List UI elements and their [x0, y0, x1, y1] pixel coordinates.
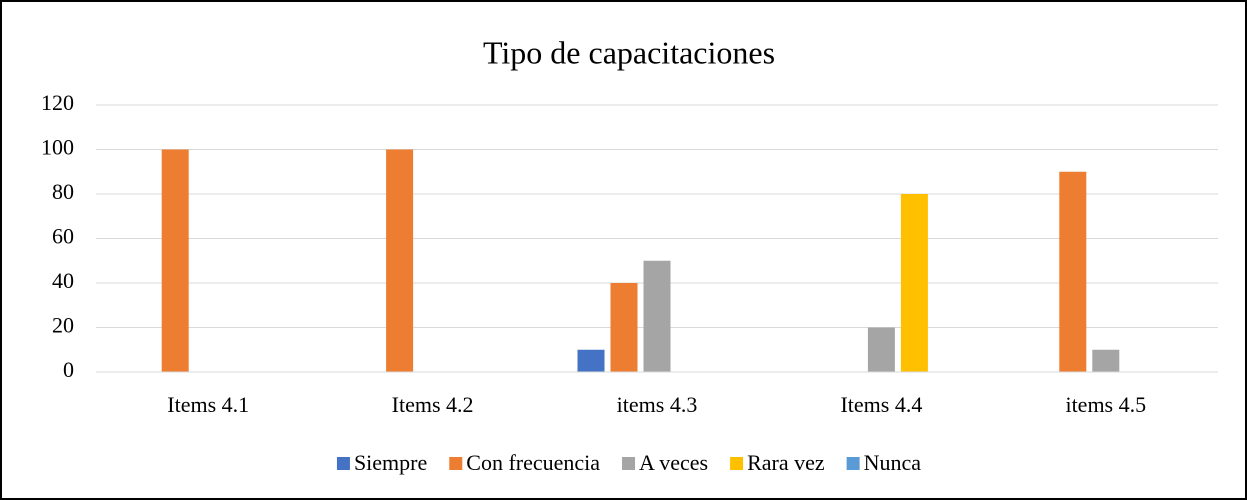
bar: [867, 327, 895, 372]
legend-label: Nunca: [864, 450, 922, 475]
y-tick-label: 20: [52, 313, 74, 338]
bar: [1059, 171, 1087, 372]
x-tick-label: Items 4.2: [392, 392, 474, 417]
bar: [577, 349, 605, 372]
y-tick-label: 120: [41, 90, 74, 115]
bar: [1092, 349, 1120, 372]
legend-label: A veces: [639, 450, 708, 475]
x-tick-label: items 4.5: [1065, 392, 1146, 417]
y-tick-label: 80: [52, 179, 74, 204]
legend-swatch: [846, 457, 860, 470]
chart-title: Tipo de capacitaciones: [483, 34, 775, 70]
x-tick-label: items 4.3: [617, 392, 698, 417]
bar: [386, 149, 414, 372]
x-tick-label: Items 4.1: [167, 392, 249, 417]
bar: [900, 194, 928, 372]
y-tick-label: 0: [63, 357, 74, 382]
legend-label: Con frecuencia: [466, 450, 600, 475]
bar: [610, 283, 638, 372]
y-tick-label: 60: [52, 224, 74, 249]
legend-swatch: [336, 457, 350, 470]
legend-swatch: [730, 457, 744, 470]
legend-swatch: [622, 457, 636, 470]
legend-label: Siempre: [354, 450, 427, 475]
bar: [643, 260, 671, 372]
y-tick-label: 100: [41, 135, 74, 160]
bar: [161, 149, 189, 372]
legend-swatch: [449, 457, 463, 470]
x-tick-label: Items 4.4: [840, 392, 922, 417]
y-tick-label: 40: [52, 268, 74, 293]
legend-label: Rara vez: [747, 450, 825, 475]
